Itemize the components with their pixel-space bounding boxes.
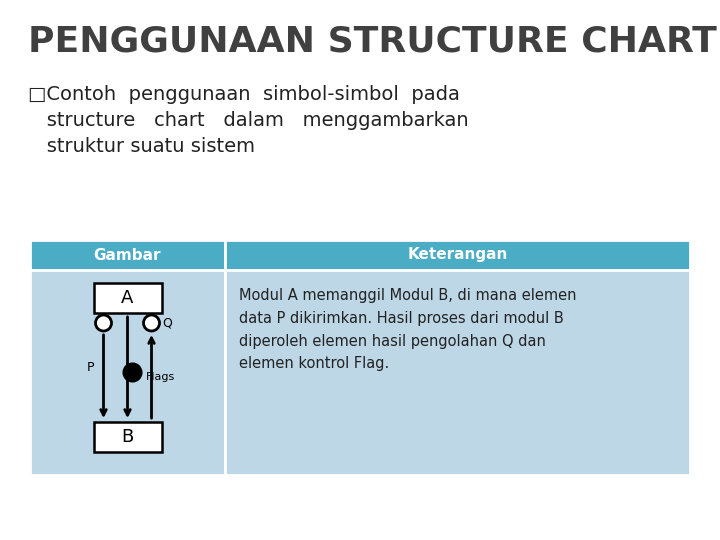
Bar xyxy=(94,283,161,313)
Text: A: A xyxy=(121,289,134,307)
Text: Flags: Flags xyxy=(145,372,175,381)
Text: structure   chart   dalam   menggambarkan: structure chart dalam menggambarkan xyxy=(28,111,469,130)
Text: Gambar: Gambar xyxy=(94,247,161,262)
Bar xyxy=(225,270,690,475)
Bar xyxy=(225,240,690,270)
Text: Q: Q xyxy=(163,316,172,329)
Text: PENGGUNAAN STRUCTURE CHART: PENGGUNAAN STRUCTURE CHART xyxy=(28,25,717,59)
Text: B: B xyxy=(122,428,134,446)
Text: Modul A memanggil Modul B, di mana elemen
data P dikirimkan. Hasil proses dari m: Modul A memanggil Modul B, di mana eleme… xyxy=(239,288,577,372)
Bar xyxy=(30,240,225,270)
Circle shape xyxy=(143,315,160,331)
Circle shape xyxy=(124,363,142,381)
Text: struktur suatu sistem: struktur suatu sistem xyxy=(28,137,255,156)
Text: P: P xyxy=(86,361,94,374)
Text: □Contoh  penggunaan  simbol-simbol  pada: □Contoh penggunaan simbol-simbol pada xyxy=(28,85,460,104)
Bar xyxy=(94,422,161,452)
Text: Keterangan: Keterangan xyxy=(408,247,508,262)
Circle shape xyxy=(96,315,112,331)
Bar xyxy=(30,270,225,475)
